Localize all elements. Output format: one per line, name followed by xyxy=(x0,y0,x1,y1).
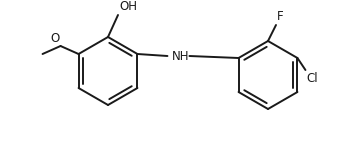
Text: OH: OH xyxy=(119,0,137,13)
Text: O: O xyxy=(50,32,60,45)
Text: NH: NH xyxy=(171,50,189,62)
Text: F: F xyxy=(277,10,284,23)
Text: Cl: Cl xyxy=(306,72,318,85)
